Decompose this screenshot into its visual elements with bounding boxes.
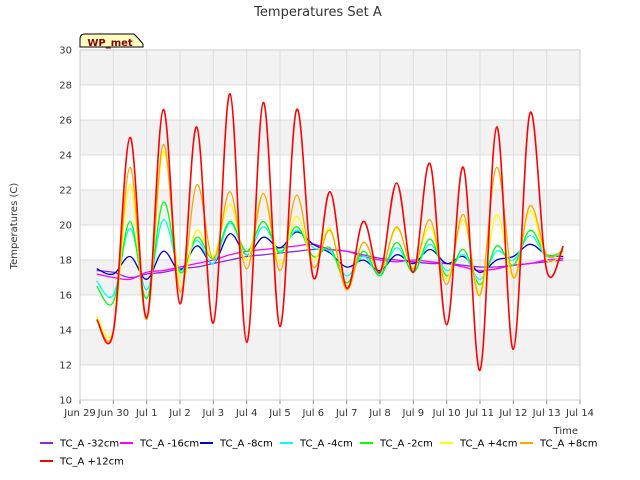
plot-band bbox=[80, 330, 580, 365]
y-tick-label: 14 bbox=[59, 326, 72, 337]
series-line-7 bbox=[96, 92, 565, 372]
x-tick-label: Jul 4 bbox=[235, 408, 258, 419]
legend-label: TC_A +12cm bbox=[59, 457, 124, 468]
x-tick-label: Jul 6 bbox=[302, 408, 325, 419]
series-layer bbox=[96, 92, 565, 372]
y-tick-label: 26 bbox=[59, 116, 72, 127]
legend-label: TC_A +4cm bbox=[459, 439, 518, 450]
y-tick-label: 12 bbox=[59, 361, 72, 372]
chart-title: Temperatures Set A bbox=[253, 5, 382, 20]
badge-label: WP_met bbox=[87, 38, 133, 49]
legend-item-5: TC_A +4cm bbox=[440, 439, 518, 450]
legend-item-7: TC_A +12cm bbox=[40, 457, 124, 468]
plot-band bbox=[80, 120, 580, 155]
legend-item-2: TC_A -8cm bbox=[200, 439, 273, 450]
axes: 10 12 14 16 18 20 22 24 26 28 30 Jun 29 Jun 30 Jul 1 J… bbox=[59, 46, 594, 420]
x-tick-label: Jul 12 bbox=[498, 408, 527, 419]
x-tick-label: Jul 10 bbox=[432, 408, 461, 419]
series-line-4 bbox=[96, 201, 564, 306]
y-tick-label: 22 bbox=[59, 186, 72, 197]
x-tick-label: Jul 2 bbox=[168, 408, 191, 419]
y-axis-label: Temperatures (C) bbox=[9, 183, 20, 271]
x-tick-label: Jul 8 bbox=[368, 408, 391, 419]
plot-band bbox=[80, 50, 580, 85]
plot-border bbox=[79, 49, 581, 401]
x-tick-label: Jul 13 bbox=[532, 408, 561, 419]
wp-met-badge: WP_met bbox=[79, 33, 144, 49]
y-tick-label: 30 bbox=[59, 46, 72, 57]
x-axis-label: Time bbox=[553, 426, 578, 437]
legend-item-0: TC_A -32cm bbox=[40, 439, 119, 450]
x-tick-label: Jun 30 bbox=[97, 408, 130, 419]
y-tick-label: 24 bbox=[59, 151, 72, 162]
x-tick-label: Jul 7 bbox=[335, 408, 358, 419]
x-tick-label: Jul 1 bbox=[135, 408, 158, 419]
legend-label: TC_A -32cm bbox=[59, 439, 119, 450]
legend-item-1: TC_A -16cm bbox=[120, 439, 199, 450]
legend-item-3: TC_A -4cm bbox=[280, 439, 353, 450]
legend-item-6: TC_A +8cm bbox=[520, 439, 598, 450]
y-tick-label: 10 bbox=[59, 396, 72, 407]
legend-label: TC_A +8cm bbox=[539, 439, 598, 450]
x-tick-label: Jul 9 bbox=[402, 408, 425, 419]
legend-label: TC_A -16cm bbox=[139, 439, 199, 450]
legend-label: TC_A -4cm bbox=[299, 439, 353, 450]
plot-band bbox=[80, 260, 580, 295]
x-tick-label: Jun 29 bbox=[63, 408, 96, 419]
y-tick-label: 20 bbox=[59, 221, 72, 232]
x-tick-label: Jul 5 bbox=[268, 408, 291, 419]
legend: TC_A -32cm TC_A -16cm TC_A -8cm TC_A -4cm TC… bbox=[40, 439, 598, 468]
x-tick-label: Jul 11 bbox=[465, 408, 494, 419]
y-tick-label: 18 bbox=[59, 256, 72, 267]
x-tick-label: Jul 3 bbox=[202, 408, 225, 419]
legend-item-4: TC_A -2cm bbox=[360, 439, 433, 450]
legend-label: TC_A -8cm bbox=[219, 439, 273, 450]
y-tick-label: 16 bbox=[59, 291, 72, 302]
y-tick-label: 28 bbox=[59, 81, 72, 92]
x-tick-label: Jul 14 bbox=[565, 408, 594, 419]
legend-label: TC_A -2cm bbox=[379, 439, 433, 450]
